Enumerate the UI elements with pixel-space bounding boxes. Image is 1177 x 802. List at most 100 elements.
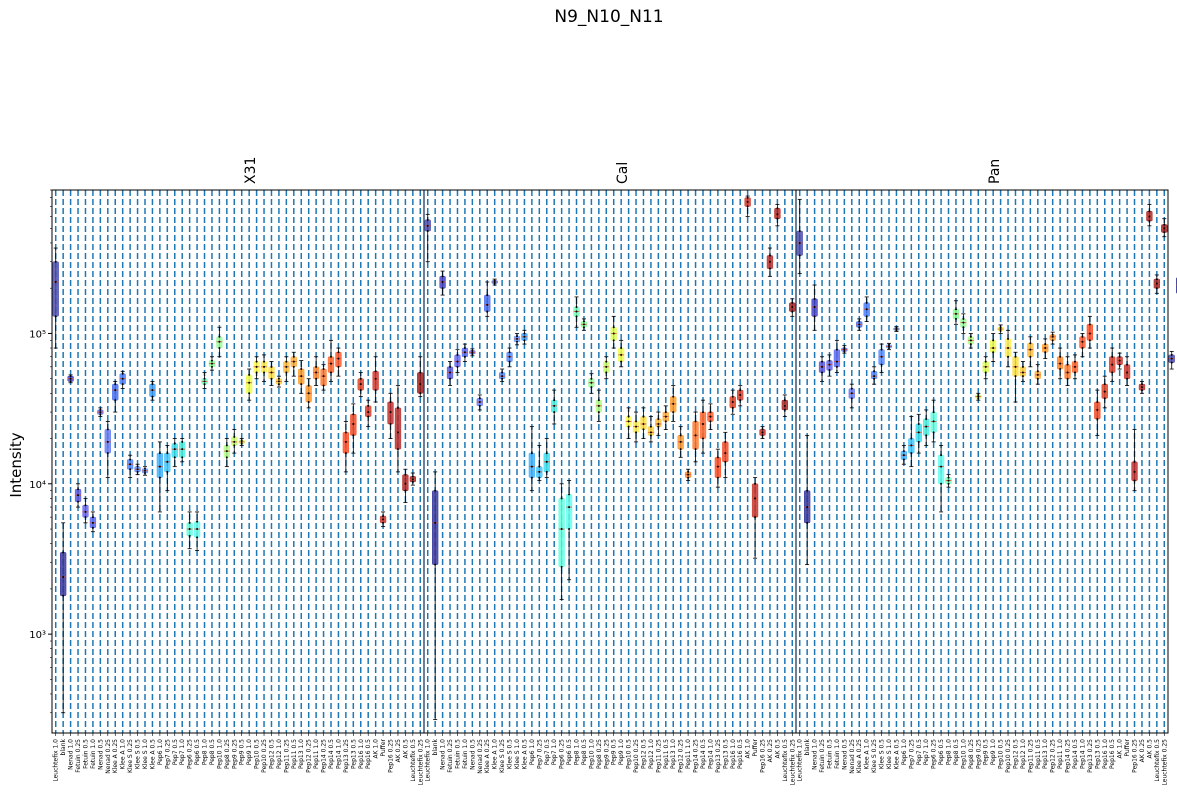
data-point <box>835 348 838 351</box>
data-point <box>114 389 117 392</box>
data-point <box>850 397 853 400</box>
data-point <box>389 422 392 425</box>
data-point <box>1074 371 1076 374</box>
data-point <box>560 565 563 568</box>
category-labels: Leuchtefix 1.0 blank Nenad 1.0 Fetuin 0.25 F… <box>53 733 1168 785</box>
x-tick-label: Pep14 1.0 <box>335 739 342 769</box>
data-point <box>806 506 809 509</box>
x-tick-label: Pep10 0.5 <box>254 739 261 769</box>
data-point <box>1170 361 1173 364</box>
x-tick-label: Pep13 0.5 <box>722 739 729 769</box>
data-point <box>1066 377 1069 380</box>
data-point <box>173 448 176 451</box>
data-point <box>62 575 65 578</box>
x-tick-label: Klee A 1.0 <box>492 739 499 770</box>
data-point <box>649 425 652 428</box>
data-point <box>1111 371 1114 374</box>
data-point <box>456 360 459 363</box>
data-point <box>344 452 347 455</box>
data-point <box>657 422 660 425</box>
x-tick-label: Pep16 0.5 <box>365 739 372 769</box>
data-point <box>255 365 258 368</box>
x-tick-label: Pep8 1.0 <box>202 739 209 765</box>
data-point <box>374 370 377 373</box>
data-point <box>188 521 191 524</box>
data-point <box>582 326 585 329</box>
data-point <box>486 303 489 306</box>
x-tick-label: Pep14 0.5 <box>700 739 707 769</box>
data-point <box>285 360 288 363</box>
data-point <box>813 297 816 300</box>
x-tick-label: Fetuin 0.5 <box>454 739 461 769</box>
data-point <box>590 377 593 380</box>
data-point <box>530 452 533 455</box>
data-point <box>530 476 533 479</box>
data-point <box>411 480 414 483</box>
data-point <box>486 310 489 313</box>
box <box>565 494 573 530</box>
data-point <box>307 392 310 395</box>
data-point <box>1036 373 1039 376</box>
x-tick-label: AK 0.5 <box>1146 739 1153 759</box>
data-point <box>709 415 712 418</box>
data-point <box>553 399 556 402</box>
x-tick-label: Pep6 0.25 <box>559 739 566 769</box>
data-point <box>1036 377 1039 380</box>
x-tick-label: Fetuin 0.5 <box>82 739 89 769</box>
data-point <box>181 456 184 459</box>
data-point <box>940 465 943 468</box>
data-point <box>568 528 571 531</box>
data-point <box>761 434 764 437</box>
x-tick-label: Pep10 0.5 <box>626 739 633 769</box>
data-point <box>352 422 355 425</box>
data-point <box>106 428 109 431</box>
data-point <box>322 384 325 387</box>
data-point <box>1118 359 1121 362</box>
x-tick-label: Pep9 0.25 <box>231 739 238 769</box>
data-point <box>925 434 928 437</box>
data-point <box>337 351 340 354</box>
x-tick-label: Puffer <box>1124 738 1131 756</box>
plot-frame <box>51 189 1169 734</box>
data-point <box>798 241 801 244</box>
x-tick-label: Klee S 1.0 <box>142 739 149 769</box>
data-point <box>419 371 422 374</box>
data-point <box>873 375 876 378</box>
data-point <box>441 287 444 290</box>
data-point <box>694 448 697 451</box>
data-point <box>932 431 935 434</box>
data-point <box>724 452 727 455</box>
data-point <box>449 371 452 374</box>
data-point <box>106 452 109 455</box>
data-point <box>947 476 950 479</box>
data-point <box>396 448 399 451</box>
data-point <box>568 506 571 509</box>
data-point <box>225 450 228 453</box>
group-label: Cal <box>615 162 631 184</box>
data-point <box>91 526 94 529</box>
data-point <box>635 425 638 428</box>
data-point <box>300 368 303 371</box>
box <box>60 552 67 597</box>
x-tick-label: Pep16 0.25 <box>760 739 767 773</box>
data-point <box>992 347 995 350</box>
data-point <box>144 469 146 472</box>
data-point <box>434 563 437 566</box>
data-point <box>977 395 980 398</box>
x-tick-label: Pep11 0.5 <box>663 739 670 769</box>
data-point <box>292 365 295 368</box>
x-tick-label: Fetuin 0.25 <box>75 739 82 773</box>
x-tick-label: Pep16 0.5 <box>1109 739 1116 769</box>
data-point <box>1007 337 1010 340</box>
data-point <box>389 411 392 414</box>
x-tick-label: Pep13 1.0 <box>1042 739 1049 769</box>
data-point <box>925 417 928 420</box>
x-tick-label: Klee S 0.5 <box>507 739 514 769</box>
box <box>417 372 424 394</box>
group-label: X31 <box>243 157 259 184</box>
data-point <box>880 355 883 358</box>
data-point <box>791 305 794 308</box>
data-point <box>642 422 645 425</box>
box <box>833 349 841 368</box>
